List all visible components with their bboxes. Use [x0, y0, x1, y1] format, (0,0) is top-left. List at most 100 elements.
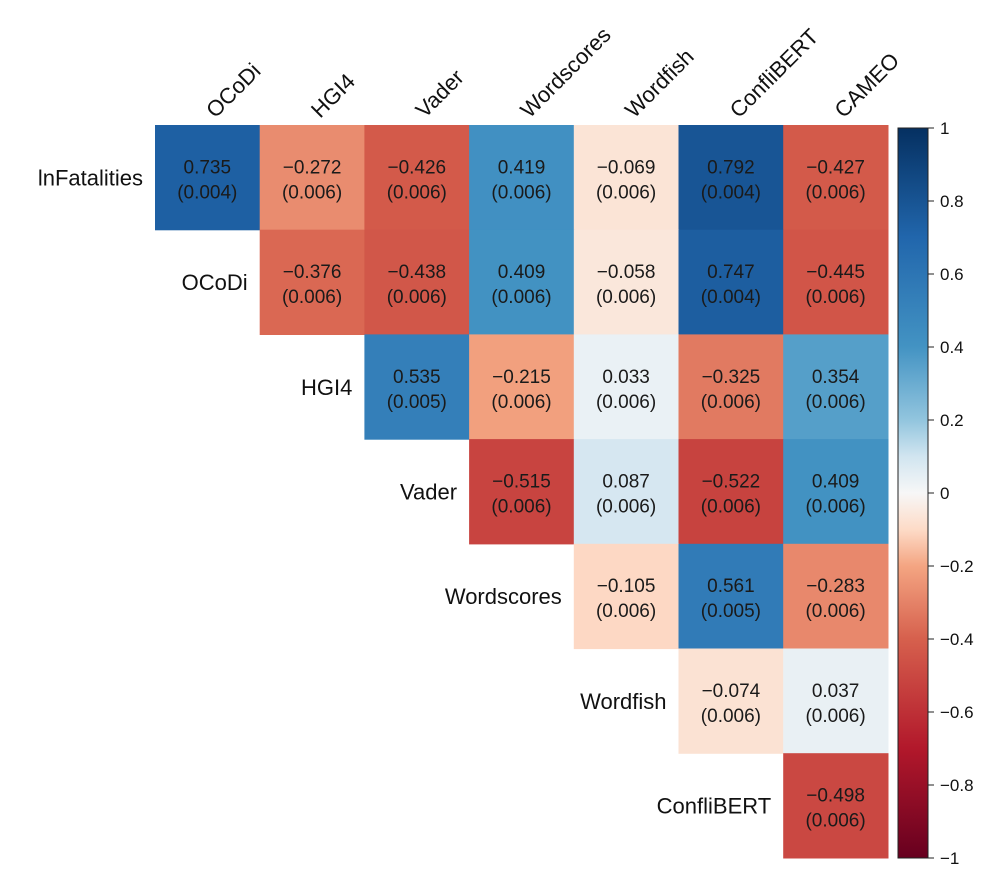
- cell-se-label: (0.006): [596, 392, 656, 413]
- heatmap-cell: [678, 648, 784, 754]
- cell-value-label: −0.522: [702, 472, 761, 493]
- row-label: ConfliBERT: [657, 794, 772, 819]
- cell-se-label: (0.006): [491, 392, 551, 413]
- heatmap-cell: [783, 334, 889, 440]
- heatmap-cell: [469, 229, 575, 335]
- cell-value-label: 0.735: [184, 157, 232, 178]
- cell-value-label: −0.445: [806, 262, 865, 283]
- column-label: Wordscores: [515, 22, 615, 122]
- cell-value-label: 0.354: [812, 367, 860, 388]
- cell-se-label: (0.006): [596, 182, 656, 203]
- cell-value-label: −0.325: [702, 367, 761, 388]
- row-label: OCoDi: [182, 270, 248, 295]
- heatmap-cell: [573, 439, 680, 545]
- colorbar-tick-label: −0.8: [940, 776, 974, 795]
- colorbar-tick-label: −0.2: [940, 557, 974, 576]
- cell-se-label: (0.006): [805, 601, 865, 622]
- cell-value-label: 0.033: [602, 367, 650, 388]
- cell-value-label: −0.515: [492, 472, 551, 493]
- cell-se-label: (0.006): [805, 182, 865, 203]
- colorbar-tick-label: 0.4: [940, 338, 964, 357]
- column-label: CAMEO: [829, 48, 904, 123]
- cell-se-label: (0.006): [491, 287, 551, 308]
- cell-value-label: −0.069: [597, 157, 656, 178]
- column-label: Vader: [411, 64, 469, 122]
- heatmap-cell: [259, 125, 365, 231]
- cell-se-label: (0.006): [491, 182, 551, 203]
- row-label: lnFatalities: [38, 165, 143, 190]
- cell-value-label: −0.426: [387, 157, 446, 178]
- cell-value-label: −0.376: [283, 262, 342, 283]
- heatmap-cell: [678, 229, 784, 335]
- cell-se-label: (0.006): [491, 497, 551, 518]
- column-label: HGI4: [306, 69, 360, 123]
- heatmap-cell: [364, 125, 470, 231]
- cell-value-label: −0.427: [806, 157, 865, 178]
- cell-value-label: 0.792: [707, 157, 755, 178]
- heatmap-cell: [678, 439, 784, 545]
- cell-value-label: −0.283: [806, 576, 865, 597]
- heatmap-cell: [573, 334, 680, 440]
- cell-se-label: (0.005): [387, 392, 447, 413]
- colorbar-tick-label: −1: [940, 849, 959, 868]
- colorbar: 1 0.8 0.6 0.4 0.2 0 −0.2 −0.4 −0.6 −0.8 −1: [897, 119, 974, 868]
- cell-value-label: −0.074: [702, 681, 761, 702]
- cell-se-label: (0.006): [596, 287, 656, 308]
- heatmap-cell: [469, 334, 575, 440]
- cell-se-label: (0.006): [596, 601, 656, 622]
- heatmap-cell: [783, 125, 889, 231]
- colorbar-tick-label: 0.6: [940, 265, 964, 284]
- cell-se-label: (0.006): [387, 287, 447, 308]
- cell-value-label: −0.438: [387, 262, 446, 283]
- heatmap-cell: [783, 543, 889, 650]
- colorbar-tick-label: 1: [940, 119, 949, 138]
- row-label: Wordscores: [445, 584, 562, 609]
- cell-se-label: (0.006): [805, 811, 865, 832]
- cell-value-label: −0.272: [283, 157, 342, 178]
- heatmap-cell: [783, 753, 889, 859]
- cell-se-label: (0.004): [701, 287, 761, 308]
- column-label: Wordfish: [620, 44, 699, 123]
- heatmap-cell: [678, 543, 784, 650]
- cell-se-label: (0.004): [701, 182, 761, 203]
- cell-value-label: 0.535: [393, 367, 441, 388]
- column-label: OCoDi: [201, 58, 265, 122]
- heatmap-cell: [364, 229, 470, 335]
- cell-value-label: −0.058: [597, 262, 656, 283]
- column-label: ConfliBERT: [725, 24, 824, 123]
- cell-se-label: (0.006): [701, 706, 761, 727]
- row-label: Vader: [400, 480, 457, 505]
- row-label: HGI4: [301, 375, 352, 400]
- cell-se-label: (0.006): [282, 287, 342, 308]
- cell-se-label: (0.006): [805, 392, 865, 413]
- heatmap-cell: [678, 334, 784, 440]
- heatmap-cell: [364, 334, 470, 440]
- cell-se-label: (0.005): [701, 601, 761, 622]
- cell-se-label: (0.006): [805, 287, 865, 308]
- heatmap-cell: [155, 125, 261, 231]
- heatmap-cell: [678, 125, 784, 231]
- cell-value-label: −0.215: [492, 367, 551, 388]
- cell-value-label: 0.561: [707, 576, 755, 597]
- colorbar-tick-label: 0.2: [940, 411, 964, 430]
- cell-value-label: 0.409: [498, 262, 546, 283]
- heatmap-cell: [573, 229, 680, 335]
- heatmap-cell: [573, 125, 680, 231]
- cell-value-label: 0.747: [707, 262, 755, 283]
- cell-value-label: 0.037: [812, 681, 860, 702]
- colorbar-tick-label: −0.4: [940, 630, 974, 649]
- colorbar-tick-label: 0.8: [940, 192, 964, 211]
- heatmap-cell: [469, 125, 575, 231]
- heatmap-cell: [573, 543, 680, 650]
- cell-se-label: (0.006): [596, 497, 656, 518]
- heatmap-cell: [783, 439, 889, 545]
- heatmap-cell: [259, 229, 365, 335]
- heatmap-cell: [783, 648, 889, 754]
- cell-se-label: (0.006): [805, 706, 865, 727]
- cell-value-label: −0.498: [806, 786, 865, 807]
- heatmap-cell: [783, 229, 889, 335]
- cell-value-label: −0.105: [597, 576, 656, 597]
- cell-se-label: (0.004): [177, 182, 237, 203]
- cell-se-label: (0.006): [701, 497, 761, 518]
